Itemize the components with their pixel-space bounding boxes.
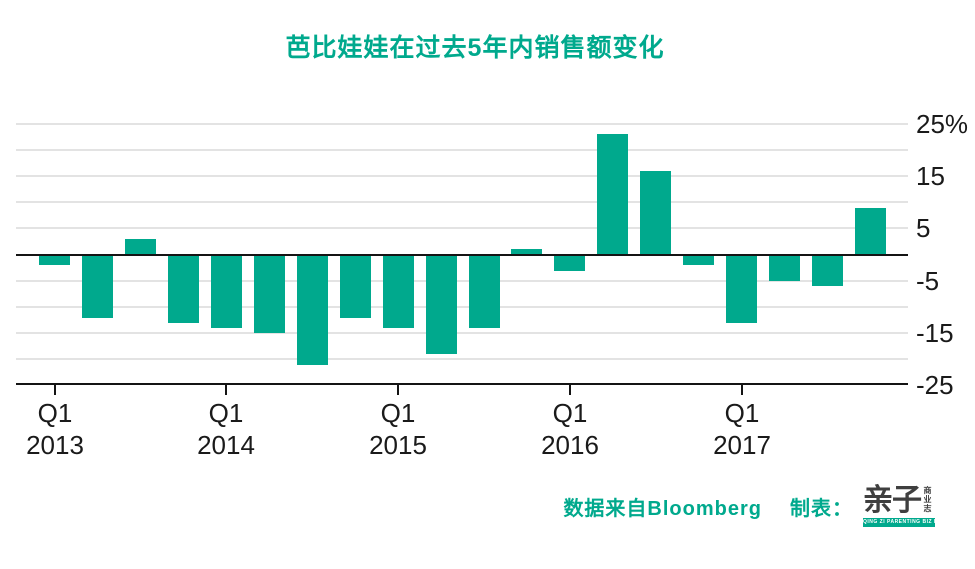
x-tick-label-2015: Q1 2015 bbox=[338, 398, 458, 460]
bar-2014Q3 bbox=[297, 255, 328, 365]
plot-area bbox=[16, 123, 908, 395]
year-label: 2016 bbox=[541, 430, 599, 460]
quarter-label: Q1 bbox=[380, 398, 416, 428]
x-tick-label-2017: Q1 2017 bbox=[682, 398, 802, 460]
gridline bbox=[16, 332, 908, 334]
y-tick-label: 15 bbox=[916, 161, 945, 191]
x-axis-tick bbox=[54, 385, 56, 395]
data-source-text: 数据来自Bloomberg bbox=[563, 498, 762, 520]
credit-label: 制表： bbox=[790, 498, 853, 520]
bar-2016Q1 bbox=[554, 255, 585, 271]
gridline bbox=[16, 227, 908, 229]
bar-2016Q3 bbox=[640, 171, 671, 255]
zero-axis-line bbox=[16, 254, 908, 256]
logo-banner-text: QING ZI PARENTING BIZ INSIDER bbox=[863, 518, 935, 527]
y-tick-label: -15 bbox=[916, 318, 954, 348]
bar-2015Q2 bbox=[426, 255, 457, 354]
bar-2014Q2 bbox=[254, 255, 285, 333]
quarter-label: Q1 bbox=[552, 398, 588, 428]
gridline bbox=[16, 358, 908, 360]
y-tick-label: -25 bbox=[916, 370, 954, 400]
bar-2013Q1 bbox=[39, 255, 70, 265]
x-axis-tick bbox=[397, 385, 399, 395]
bar-2015Q4 bbox=[511, 249, 542, 254]
x-axis-tick bbox=[741, 385, 743, 395]
bar-2016Q2 bbox=[597, 134, 628, 254]
x-tick-label-2016: Q1 2016 bbox=[510, 398, 630, 460]
gridline bbox=[16, 175, 908, 177]
chart-title: 芭比娃娃在过去5年内销售额变化 bbox=[285, 34, 665, 62]
year-label: 2013 bbox=[26, 430, 84, 460]
y-tick-label: 5 bbox=[916, 213, 931, 243]
bar-2017Q1 bbox=[726, 255, 757, 323]
year-label: 2017 bbox=[713, 430, 771, 460]
logo-wordmark: 亲子 商业志 bbox=[863, 486, 932, 516]
bar-2013Q2 bbox=[82, 255, 113, 318]
publisher-logo: 亲子 商业志 QING ZI PARENTING BIZ INSIDER bbox=[863, 486, 935, 527]
bar-2015Q1 bbox=[383, 255, 414, 328]
year-label: 2015 bbox=[369, 430, 427, 460]
gridline bbox=[16, 306, 908, 308]
x-axis-tick bbox=[569, 385, 571, 395]
bar-2016Q4 bbox=[683, 255, 714, 265]
quarter-label: Q1 bbox=[37, 398, 73, 428]
bar-2015Q3 bbox=[469, 255, 500, 328]
gridline bbox=[16, 201, 908, 203]
bar-2013Q3 bbox=[125, 239, 156, 255]
logo-sub-text: 商业志 bbox=[923, 486, 932, 513]
gridline bbox=[16, 123, 908, 125]
year-label: 2014 bbox=[197, 430, 255, 460]
x-tick-label-2014: Q1 2014 bbox=[166, 398, 286, 460]
bar-2014Q1 bbox=[211, 255, 242, 328]
bar-2017Q3 bbox=[812, 255, 843, 286]
quarter-label: Q1 bbox=[724, 398, 760, 428]
x-axis-tick bbox=[225, 385, 227, 395]
x-tick-label-2013: Q1 2013 bbox=[0, 398, 115, 460]
bar-2017Q2 bbox=[769, 255, 800, 281]
x-axis-line bbox=[16, 383, 908, 385]
bar-2017Q4 bbox=[855, 208, 886, 255]
y-tick-label: -5 bbox=[916, 266, 940, 296]
footer: 数据来自Bloomberg 制表： 亲子 商业志 QING ZI PARENTI… bbox=[563, 486, 935, 527]
gridline bbox=[16, 149, 908, 151]
bar-2013Q4 bbox=[168, 255, 199, 323]
gridline bbox=[16, 280, 908, 282]
bar-2014Q4 bbox=[340, 255, 371, 318]
y-tick-label: 25% bbox=[916, 109, 969, 139]
quarter-label: Q1 bbox=[208, 398, 244, 428]
logo-main-text: 亲子 bbox=[863, 484, 922, 517]
